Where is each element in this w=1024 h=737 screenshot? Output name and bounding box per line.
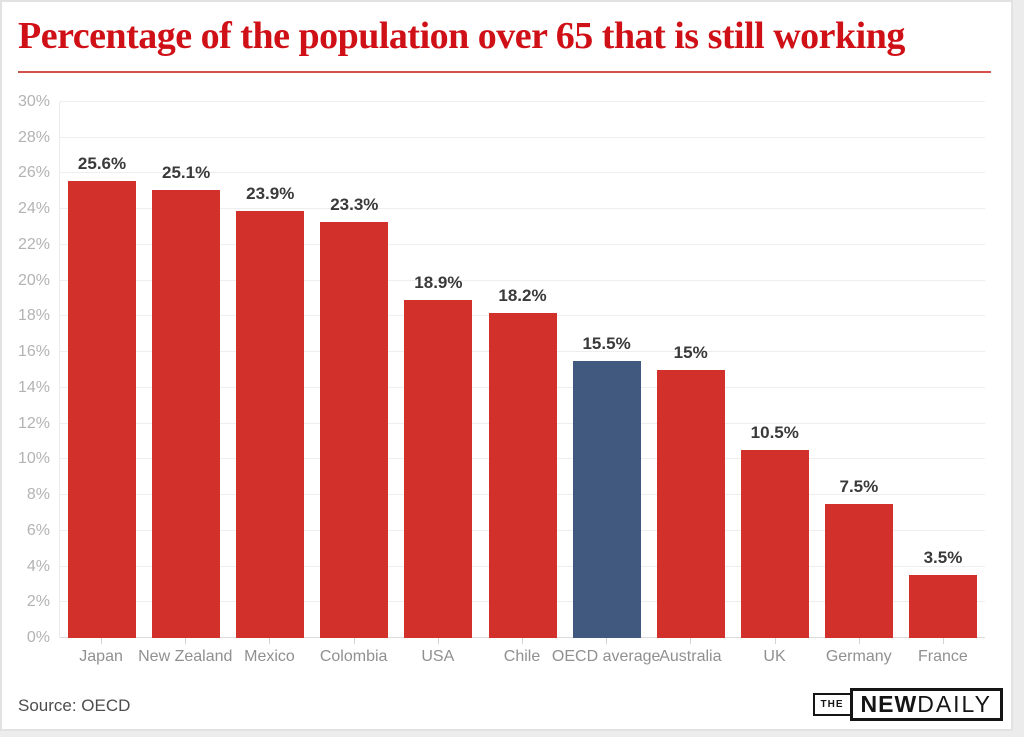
x-tick — [353, 638, 355, 644]
y-tick-label: 14% — [17, 378, 50, 396]
bar-oecd-average — [572, 361, 641, 638]
bar-value-label: 25.6% — [77, 153, 127, 173]
gridline — [60, 208, 985, 210]
x-tick — [858, 638, 860, 644]
gridline — [60, 279, 985, 281]
y-tick-label: 10% — [17, 450, 50, 468]
bar-value-label: 15% — [673, 343, 708, 362]
bar-value-label: 15.5% — [582, 334, 631, 354]
y-tick-label: 22% — [17, 235, 50, 253]
bar-colombia — [320, 221, 389, 638]
x-tick-label-new-zealand: New Zealand — [138, 648, 233, 665]
bar-mexico — [236, 211, 305, 638]
bar-australia — [656, 370, 725, 638]
logo-the-text: THE — [820, 699, 844, 710]
bar-new-zealand — [152, 189, 221, 638]
y-tick-label: 4% — [26, 557, 50, 575]
bar-value-label: 18.9% — [414, 273, 463, 293]
x-tick — [774, 638, 776, 644]
bar-france — [908, 575, 977, 638]
logo-new-text: NEW — [860, 691, 918, 717]
y-tick-label: 0% — [26, 629, 50, 646]
x-tick — [437, 638, 439, 644]
x-tick-label-mexico: Mexico — [244, 648, 295, 665]
x-tick-label-chile: Chile — [503, 648, 541, 665]
y-tick-label: 26% — [17, 164, 50, 182]
y-tick-label: 8% — [26, 486, 50, 504]
gridline — [60, 172, 985, 174]
source-note: Source: OECD — [18, 696, 131, 715]
y-tick-label: 24% — [17, 200, 50, 218]
x-tick — [606, 638, 608, 644]
the-new-daily-logo: THE NEW DAILY — [812, 688, 1003, 721]
x-tick-label-france: France — [918, 648, 968, 665]
bar-value-label: 7.5% — [839, 477, 879, 496]
x-tick — [185, 638, 187, 644]
y-tick-label: 6% — [26, 521, 50, 539]
y-tick-label: 18% — [17, 307, 50, 325]
x-tick — [269, 638, 271, 644]
x-tick-label-japan: Japan — [79, 648, 123, 665]
bar-value-label: 23.9% — [246, 184, 295, 203]
y-tick-label: 2% — [26, 593, 50, 611]
bar-value-label: 3.5% — [923, 548, 963, 568]
x-tick — [942, 638, 944, 644]
y-tick-label: 16% — [17, 343, 50, 361]
x-tick-label-usa: USA — [421, 648, 455, 665]
y-tick-label: 30% — [17, 93, 50, 110]
x-tick — [101, 638, 103, 644]
x-tick-label-germany: Germany — [825, 648, 892, 665]
logo-the-box: THE — [812, 693, 852, 716]
y-tick-label: 12% — [17, 414, 50, 432]
x-axis: Japan New Zealand Mexico Colombia USA Chile OE… — [59, 638, 985, 680]
x-tick — [522, 638, 523, 644]
title-underline — [18, 71, 991, 73]
bar-value-label: 23.3% — [330, 194, 379, 214]
plot-area: 25.6% 25.1% 23.9% 23.3% 18.9% 18.2% 15.5% 15% 10… — [59, 101, 985, 638]
bar-usa — [404, 300, 473, 638]
logo-main-box: NEW DAILY — [849, 688, 1003, 721]
x-tick-label-colombia: Colombia — [319, 648, 388, 665]
x-tick-label-uk: UK — [763, 648, 786, 665]
gridline — [60, 243, 985, 245]
bar-value-label: 25.1% — [162, 162, 211, 182]
bar-value-label: 18.2% — [498, 285, 547, 305]
logo-daily-text: DAILY — [917, 691, 992, 717]
x-tick-label-oecd-average: OECD average — [551, 648, 661, 665]
bar-chile — [488, 312, 557, 638]
x-tick-label-australia: Australia — [659, 648, 722, 665]
bar-germany — [824, 504, 893, 638]
x-tick — [690, 638, 692, 644]
y-tick-label: 28% — [17, 128, 50, 146]
gridline — [60, 136, 985, 138]
bar-uk — [740, 450, 809, 638]
y-axis: 0% 2% 4% 6% 8% 10% 12% 14% 16% 18% 20% 22% 24% 26% 28%… — [2, 93, 50, 646]
bar-value-label: 10.5% — [750, 423, 799, 443]
bar-japan — [68, 180, 137, 638]
gridline — [60, 101, 985, 102]
page-title: Percentage of the population over 65 tha… — [18, 15, 905, 57]
y-tick-label: 20% — [17, 271, 50, 289]
